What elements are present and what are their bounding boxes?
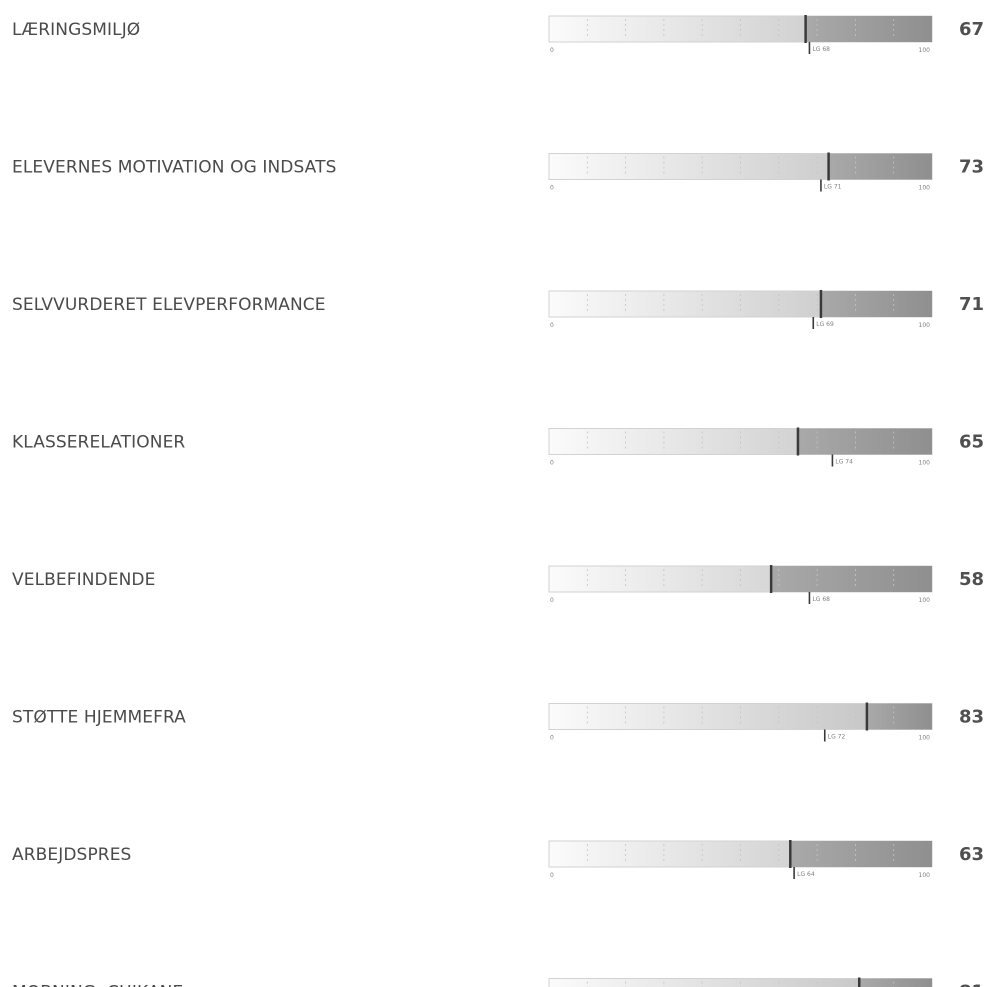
scale-min-label: 0 [550,597,554,604]
scale-max-label: 100 [919,47,931,54]
row-label: STØTTE HJEMMEFRA [12,708,186,728]
bar-score-fill [790,841,932,867]
row-label: SELVVURDERET ELEVPERFORMANCE [12,295,326,315]
bar-score-fill [859,978,932,987]
bar-score-fill [866,703,932,730]
reference-label: LG 69 [816,321,834,328]
scale-max-label: 100 [919,460,931,467]
reference-label: LG 74 [835,459,853,466]
scale-max-label: 100 [919,735,931,742]
bar-score-fill [805,16,932,42]
row-label: ARBEJDSPRES [12,845,131,865]
score-value: 71 [959,294,984,315]
chart-row: ELEVERNES MOTIVATION OG INDSATS 0 100 LG 71… [12,152,984,192]
scale-max-label: 100 [919,597,931,604]
score-value: 58 [959,569,984,590]
score-value: 63 [959,844,984,865]
score-value: 83 [959,707,984,728]
score-value: 67 [959,19,984,40]
scale-min-label: 0 [550,322,554,329]
bar-score-fill [820,291,932,317]
scale-max-label: 100 [919,872,931,879]
bar-score-fill [797,428,932,455]
bar-score-fill [828,153,932,180]
score-value: 73 [959,157,984,178]
score-value: 65 [959,432,984,453]
chart-row: MOBNING, CHIKANE m.m010081 [12,977,984,987]
row-label: ELEVERNES MOTIVATION OG INDSATS [12,158,336,178]
scale-max-label: 100 [919,322,931,329]
row-label: VELBEFINDENDE [12,570,155,590]
row-label: LÆRINGSMILJØ [12,20,140,40]
chart-row: VELBEFINDENDE 0 100 LG 68 58 [12,565,984,604]
scale-min-label: 0 [550,735,554,742]
reference-label: LG 71 [824,184,842,191]
scale-max-label: 100 [919,185,931,192]
scale-min-label: 0 [550,185,554,192]
reference-label: LG 64 [797,871,815,878]
scale-min-label: 0 [550,460,554,467]
chart-row: KLASSERELATIONER 0 100 LG 74 65 [12,427,984,467]
chart-row: SELVVURDERET ELEVPERFORMANCE 0 100 LG 69 71 [12,290,984,329]
chart-rows: LÆRINGSMILJØ 0 100 LG 68 67 ELEVERNES MOTIVAT… [12,15,984,987]
scale-min-label: 0 [550,47,554,54]
bar-score-fill [771,566,932,592]
scale-min-label: 0 [550,872,554,879]
reference-label: LG 68 [812,46,830,53]
reference-label: LG 68 [812,596,830,603]
reference-label: LG 72 [828,734,846,741]
chart-row: LÆRINGSMILJØ 0 100 LG 68 67 [12,15,984,54]
chart-row: STØTTE HJEMMEFRA 0 100 LG 72 83 [12,702,984,742]
row-label: KLASSERELATIONER [12,433,185,453]
score-value: 81 [959,982,984,987]
chart-row: ARBEJDSPRES 0 100 LG 64 63 [12,840,984,879]
row-label: MOBNING, CHIKANE m.m [12,983,228,987]
